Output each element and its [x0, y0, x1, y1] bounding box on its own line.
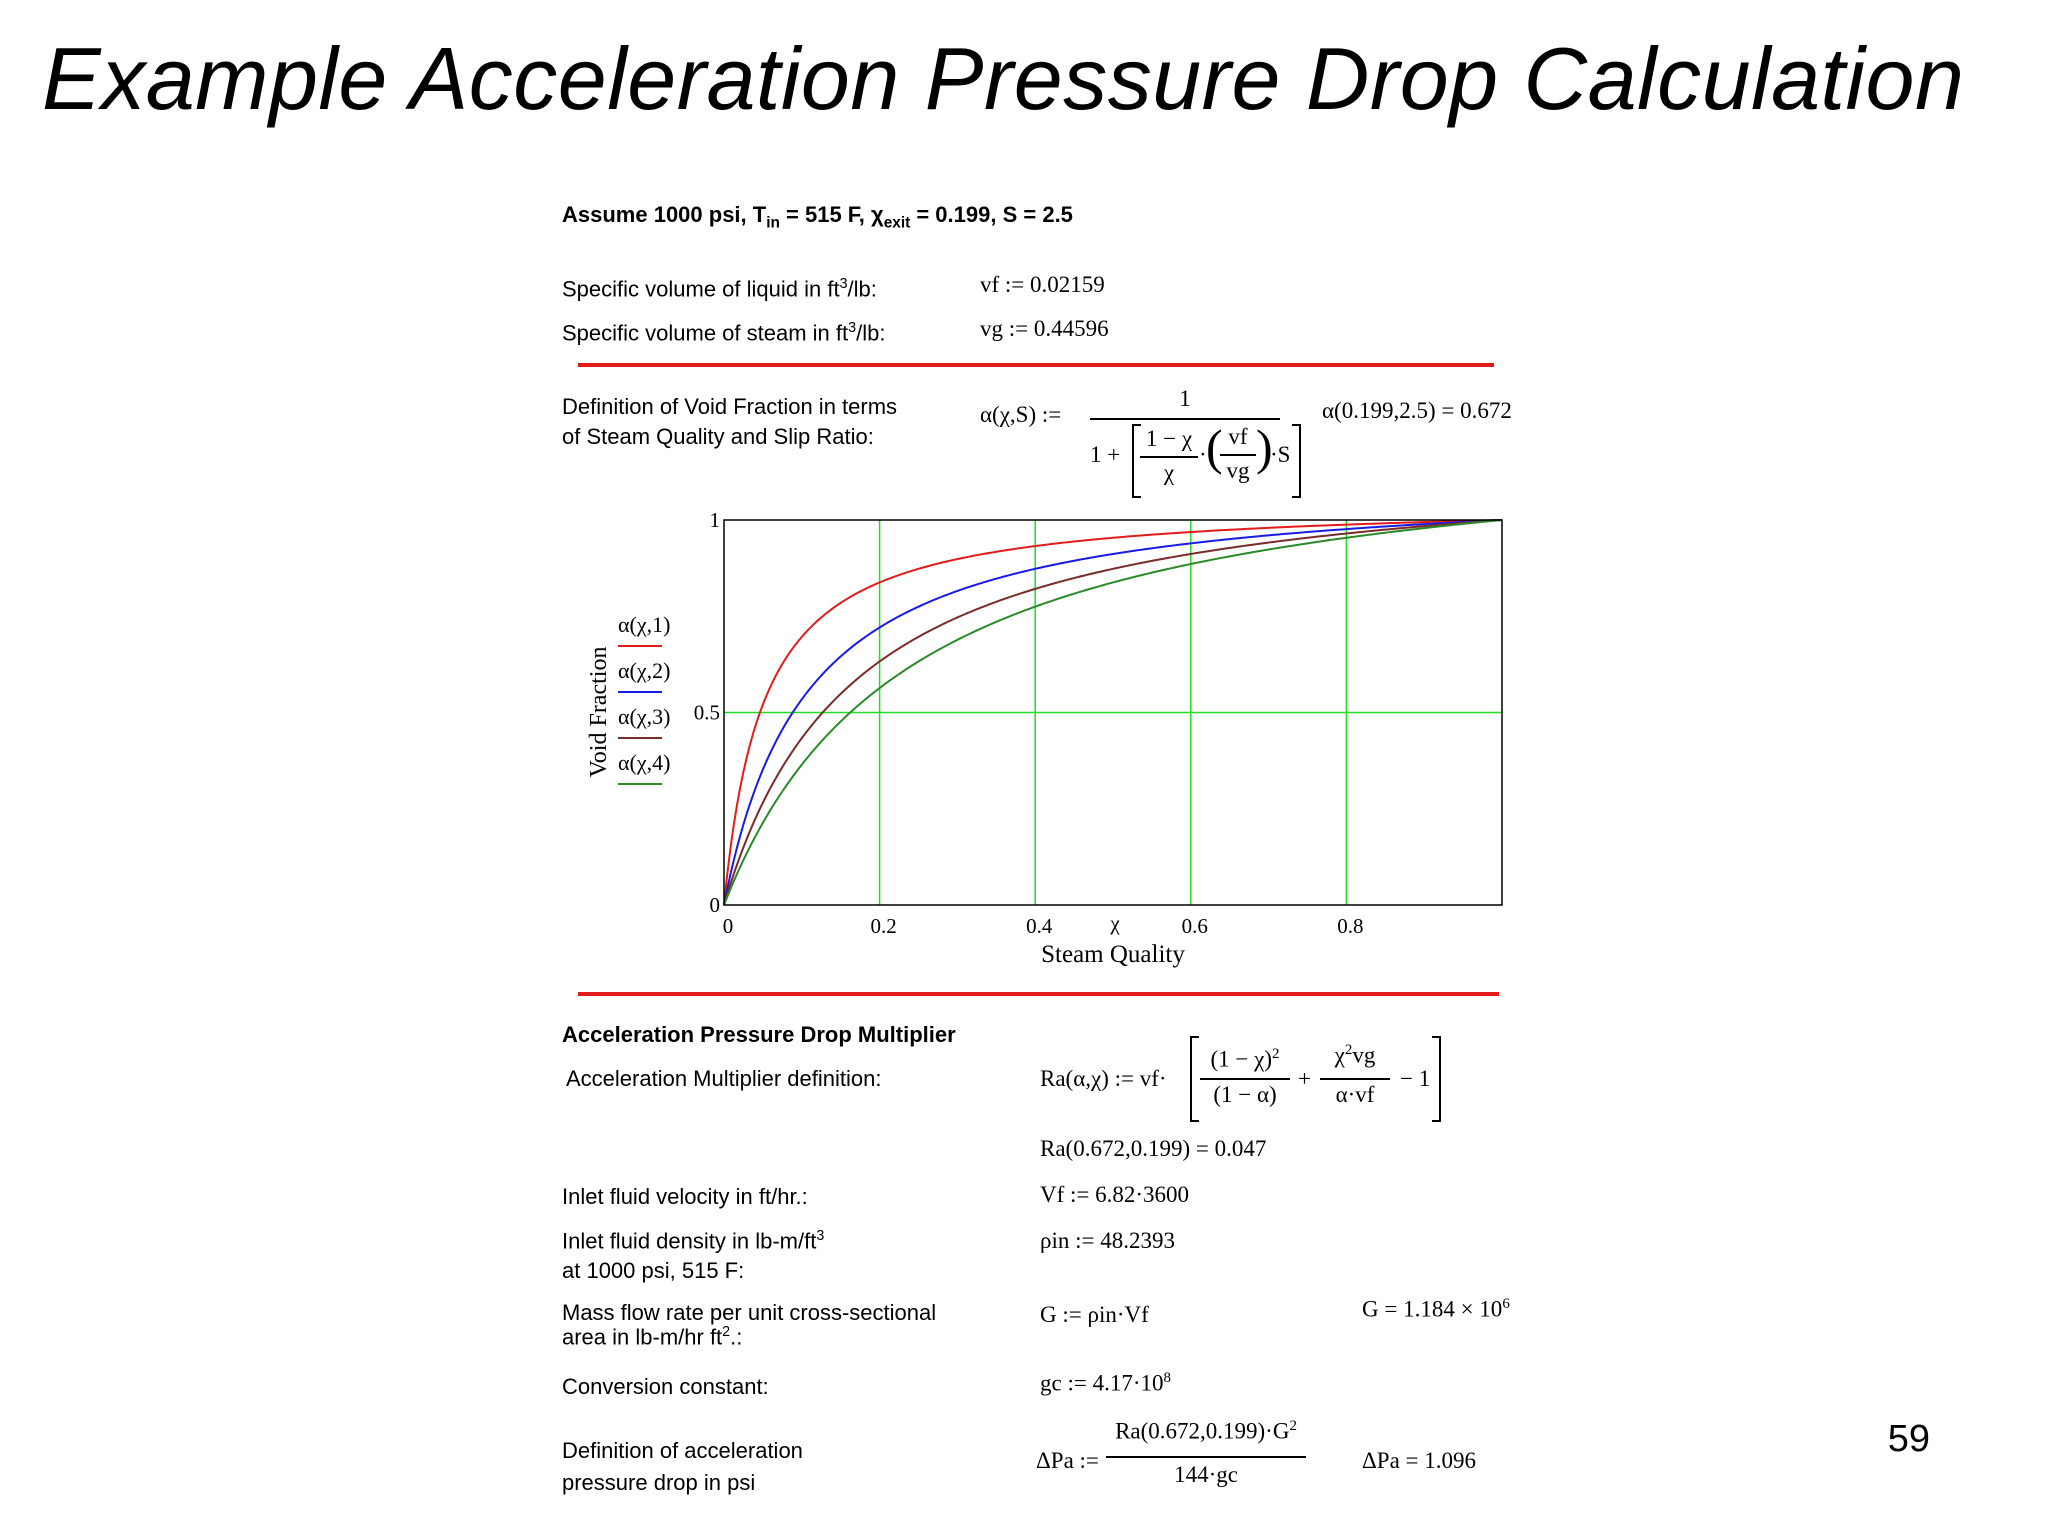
- liquid-volume-label: Specific volume of liquid in ft3/lb:: [562, 276, 877, 302]
- density-equation: ρin := 48.2393: [1040, 1228, 1175, 1253]
- series-line-slip-2: [723, 519, 1503, 906]
- void-fraction-result: α(0.199,2.5) = 0.672: [1322, 398, 1512, 423]
- y-tick-label-2: 1: [710, 508, 721, 532]
- plot-frame: [723, 519, 1503, 906]
- red-divider-top: [578, 363, 1494, 367]
- accel-multiplier-result: Ra(0.672,0.199) = 0.047: [1040, 1136, 1267, 1161]
- y-tick-label-0: 0: [710, 893, 721, 917]
- void-fraction-chart: 0 0.2 0.4 0.6 0.800.51 α(χ,1)α(χ,2)α(χ,3)α(χ…: [586, 508, 1503, 968]
- conversion-equation: gc := 4.17·108: [1040, 1370, 1171, 1396]
- vg-equation: vg := 0.44596: [980, 316, 1109, 341]
- chart-curves: [723, 519, 1503, 906]
- x-tick-label-0: 0: [723, 914, 734, 938]
- x-tick-label-1: 0.2: [870, 914, 896, 938]
- velocity-equation: Vf := 6.82·3600: [1040, 1182, 1190, 1207]
- y-axis-label: Void Fraction: [586, 647, 612, 778]
- accel-drop-label-line1: Definition of acceleration: [562, 1438, 803, 1463]
- void-fraction-formula: α(χ,S) := 1 1 + 1 − χ χ · ( vf vg ) ·S: [980, 386, 1310, 498]
- page-number: 59: [1887, 1418, 1930, 1460]
- x-tick-label-4: 0.8: [1337, 914, 1363, 938]
- mass-flow-label-line2: area in lb-m/hr ft2.:: [562, 1324, 743, 1350]
- chart-grid: [724, 520, 1502, 905]
- mass-flow-equation: G := ρin·Vf: [1040, 1302, 1149, 1327]
- chart-legend: α(χ,1) α(χ,2) α(χ,3) α(χ,4): [618, 612, 670, 785]
- vf-equation: vf := 0.02159: [980, 272, 1105, 297]
- x-axis-label: Steam Quality: [1041, 941, 1185, 968]
- x-axis-variable: χ: [1109, 911, 1120, 935]
- accel-drop-label-line2: pressure drop in psi: [562, 1470, 756, 1495]
- series-line-slip-1: [723, 519, 1503, 906]
- chart-ticks: 0 0.2 0.4 0.6 0.8 0 0.5 1: [694, 508, 1364, 938]
- red-divider-bottom: [578, 992, 1499, 996]
- legend-label-3: α(χ,4): [618, 750, 670, 775]
- accel-multiplier-formula: Ra(α,χ) := vf· (1 − χ)2 (1 − α) + χ2vg α…: [1040, 1030, 1441, 1122]
- density-label-line1: Inlet fluid density in lb-m/ft3: [562, 1228, 825, 1254]
- legend-label-2: α(χ,3): [618, 704, 670, 729]
- assumptions-line: Assume 1000 psi, Tin = 515 F, χexit = 0.…: [562, 202, 1073, 232]
- void-def-label-line1: Definition of Void Fraction in terms: [562, 394, 898, 419]
- legend-label-1: α(χ,2): [618, 658, 670, 683]
- mass-flow-label-line1: Mass flow rate per unit cross-sectional: [562, 1300, 937, 1325]
- series-line-slip-3: [723, 519, 1503, 906]
- density-label-line2: at 1000 psi, 515 F:: [562, 1258, 745, 1283]
- accel-heading: Acceleration Pressure Drop Multiplier: [562, 1022, 956, 1047]
- accel-def-label: Acceleration Multiplier definition:: [566, 1066, 882, 1091]
- velocity-label: Inlet fluid velocity in ft/hr.:: [562, 1184, 808, 1209]
- x-tick-label-2: 0.4: [1026, 914, 1053, 938]
- mass-flow-result: G = 1.184 × 106: [1362, 1296, 1510, 1322]
- series-line-slip-4: [723, 519, 1503, 906]
- y-tick-label-1: 0.5: [694, 701, 720, 725]
- accel-drop-formula: ΔPa := Ra(0.672,0.199)·G2 144·gc: [1036, 1414, 1316, 1494]
- slide-title: Example Acceleration Pressure Drop Calcu…: [42, 29, 1965, 128]
- legend-label-0: α(χ,1): [618, 612, 670, 637]
- x-tick-label-3: 0.6: [1182, 914, 1208, 938]
- conversion-label: Conversion constant:: [562, 1374, 769, 1399]
- void-def-label-line2: of Steam Quality and Slip Ratio:: [562, 424, 874, 449]
- steam-volume-label: Specific volume of steam in ft3/lb:: [562, 320, 886, 346]
- accel-drop-result: ΔPa = 1.096: [1362, 1448, 1477, 1473]
